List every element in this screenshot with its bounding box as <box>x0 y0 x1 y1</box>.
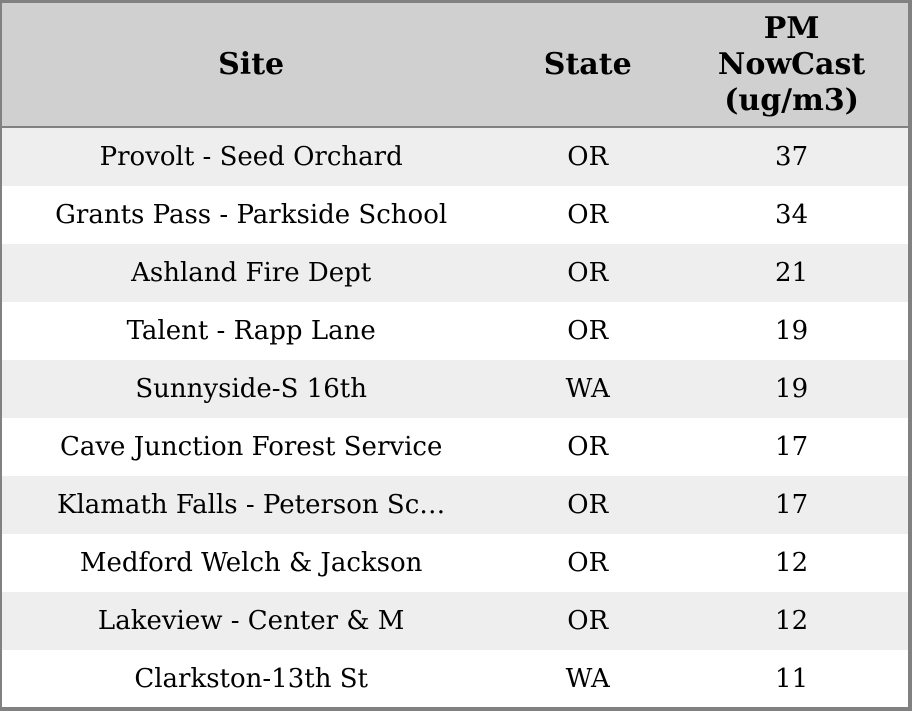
site-cell: Talent - Rapp Lane <box>126 316 376 346</box>
site-cell: Cave Junction Forest Service <box>59 432 443 462</box>
column-header-state[interactable]: State <box>500 3 676 128</box>
table-row: Lakeview - Center & M OR 12 <box>2 592 908 650</box>
column-header-pm-nowcast[interactable]: PM NowCast (ug/m3) <box>675 3 908 128</box>
column-header-pm-nowcast-label: PM NowCast (ug/m3) <box>717 10 866 118</box>
pm-value-cell: 12 <box>775 606 809 636</box>
site-cell: Clarkston-13th St <box>134 664 368 694</box>
site-cell: Provolt - Seed Orchard <box>99 142 403 172</box>
state-cell: OR <box>567 200 609 230</box>
column-header-site[interactable]: Site <box>2 3 501 128</box>
state-cell: OR <box>567 432 609 462</box>
pm-value-cell: 19 <box>775 374 809 404</box>
state-cell: OR <box>567 316 609 346</box>
table-row: Cave Junction Forest Service OR 17 <box>2 418 908 476</box>
pm-value-cell: 11 <box>775 664 809 694</box>
pm-value-cell: 21 <box>775 258 809 288</box>
state-cell: WA <box>565 664 610 694</box>
site-cell: Sunnyside-S 16th <box>135 374 367 404</box>
site-cell: Klamath Falls - Peterson Sc… <box>57 490 446 520</box>
site-cell: Lakeview - Center & M <box>97 606 405 636</box>
table-row: Clarkston-13th St WA 11 <box>2 650 908 707</box>
state-cell: OR <box>567 490 609 520</box>
state-cell: OR <box>567 606 609 636</box>
header-row: Site State PM NowCast (ug/m3) <box>2 3 908 128</box>
state-cell: OR <box>567 258 609 288</box>
pm-value-cell: 34 <box>775 200 809 230</box>
table-row: Klamath Falls - Peterson Sc… OR 17 <box>2 476 908 534</box>
table-row: Ashland Fire Dept OR 21 <box>2 244 908 302</box>
site-cell: Medford Welch & Jackson <box>79 548 423 578</box>
pm-nowcast-table: Site State PM NowCast (ug/m3) Provolt - … <box>2 3 908 707</box>
pm-value-cell: 37 <box>775 142 809 172</box>
table-row: Talent - Rapp Lane OR 19 <box>2 302 908 360</box>
site-cell: Grants Pass - Parkside School <box>55 200 448 230</box>
table-row: Sunnyside-S 16th WA 19 <box>2 360 908 418</box>
state-cell: WA <box>565 374 610 404</box>
pm-value-cell: 19 <box>775 316 809 346</box>
table-row: Provolt - Seed Orchard OR 37 <box>2 127 908 186</box>
table-row: Grants Pass - Parkside School OR 34 <box>2 186 908 244</box>
pm-value-cell: 17 <box>775 490 809 520</box>
site-cell: Ashland Fire Dept <box>131 258 372 288</box>
table-row: Medford Welch & Jackson OR 12 <box>2 534 908 592</box>
state-cell: OR <box>567 142 609 172</box>
state-cell: OR <box>567 548 609 578</box>
pm-value-cell: 12 <box>775 548 809 578</box>
pm-value-cell: 17 <box>775 432 809 462</box>
